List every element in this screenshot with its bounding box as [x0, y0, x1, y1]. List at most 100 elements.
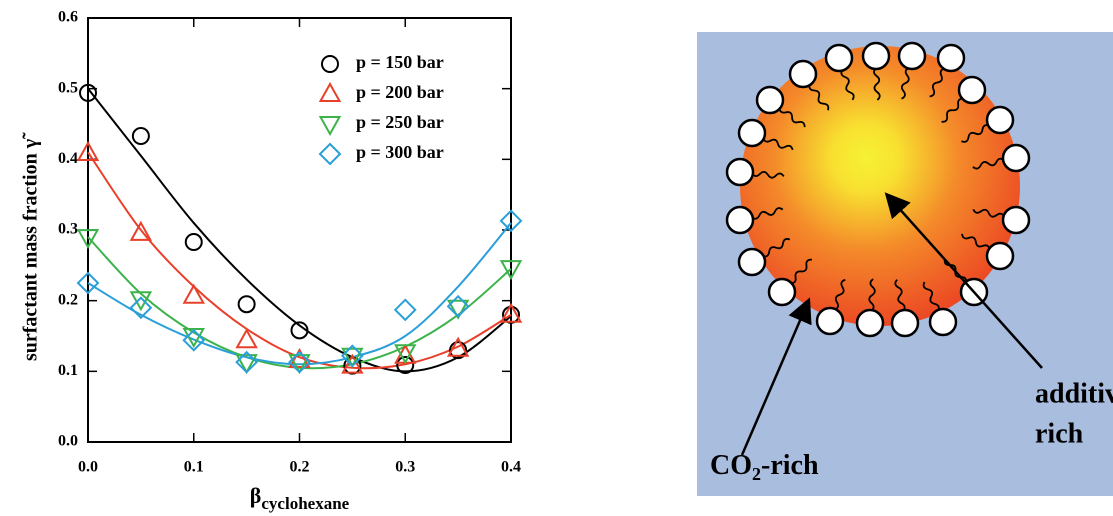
- head: [824, 43, 854, 73]
- head: [737, 247, 767, 277]
- head: [861, 41, 891, 71]
- data-point: [393, 298, 417, 322]
- tail: [762, 137, 794, 151]
- data-point: [340, 344, 364, 368]
- legend-marker: [318, 116, 342, 137]
- x-tick-label: 0.2: [290, 459, 310, 476]
- head: [737, 118, 767, 148]
- tail: [751, 207, 784, 220]
- tail: [833, 278, 846, 311]
- tail: [900, 66, 910, 100]
- y-tick-label: 0.5: [58, 79, 78, 96]
- head: [725, 205, 755, 235]
- tail: [941, 97, 964, 123]
- head: [815, 306, 845, 336]
- head: [855, 308, 885, 338]
- data-point: [499, 209, 523, 233]
- tail: [808, 83, 830, 111]
- head: [1001, 205, 1031, 235]
- chart: 0.0 0.1 0.2 0.3 0.4 0.0 0.1 0.2 0.3 0.4 0.5 0.6 surf…: [20, 9, 523, 513]
- data-point: [446, 299, 470, 320]
- data-point: [182, 283, 205, 304]
- tail: [972, 157, 1005, 170]
- data-point: [288, 347, 311, 369]
- arrow: [884, 192, 1043, 369]
- micelle-diagram: additive- rich CO2-rich: [697, 32, 1113, 496]
- head: [985, 105, 1015, 135]
- surfactant-heads: [725, 41, 1031, 338]
- tail: [922, 281, 940, 312]
- head: [1001, 143, 1031, 173]
- data-point: [288, 354, 311, 375]
- data-point: [129, 220, 153, 241]
- tail: [751, 171, 785, 179]
- data-point: [184, 233, 203, 252]
- data-point: [288, 350, 311, 374]
- head: [755, 85, 785, 115]
- legend-marker: [318, 81, 342, 102]
- legend-label: p = 300 bar: [356, 142, 444, 162]
- data-point: [235, 350, 259, 374]
- tail: [961, 124, 990, 143]
- data-point: [131, 127, 150, 146]
- data-point: [341, 347, 364, 368]
- data-point: [76, 271, 100, 295]
- data-point: [396, 355, 415, 374]
- data-point: [129, 291, 153, 312]
- y-axis-label: surfactant mass fraction γ̃: [20, 132, 42, 361]
- micelle-core: [740, 46, 1020, 326]
- data-point: [446, 294, 470, 318]
- fit-curve: [87, 88, 512, 373]
- head: [985, 241, 1015, 271]
- legend-marker: [321, 55, 339, 73]
- data-point: [76, 229, 100, 250]
- head: [897, 41, 927, 71]
- data-point: [79, 83, 97, 102]
- y-tick-label: 0.6: [58, 9, 78, 26]
- arrow: [740, 297, 812, 456]
- head: [936, 43, 966, 73]
- data-point: [129, 296, 153, 320]
- head: [890, 308, 920, 338]
- data-point: [499, 302, 523, 323]
- data-point: [394, 344, 417, 365]
- surfactant-tails: [751, 66, 1006, 312]
- tail: [873, 67, 881, 101]
- tail: [790, 258, 812, 285]
- head: [957, 75, 987, 105]
- label: additive-: [1035, 378, 1113, 409]
- x-tick-label: 0.1: [184, 459, 204, 476]
- x-tick-label: 0.4: [501, 459, 521, 476]
- head: [788, 59, 818, 89]
- tail: [840, 68, 855, 101]
- legend-label: p = 200 bar: [356, 82, 444, 102]
- head: [928, 307, 958, 337]
- fit-curve: [87, 151, 512, 370]
- tail: [894, 279, 906, 312]
- data-point: [290, 321, 309, 340]
- data-point: [235, 354, 258, 375]
- x-tick-label: 0.0: [78, 459, 98, 476]
- y-tick-label: 0.4: [58, 150, 78, 167]
- legend-marker: [318, 142, 342, 166]
- data-point: [182, 328, 206, 352]
- data-point: [449, 341, 468, 360]
- y-tick-label: 0.0: [58, 433, 78, 450]
- tail: [778, 107, 806, 128]
- tail: [868, 278, 876, 312]
- data-point: [341, 353, 364, 374]
- x-axis-label: βcyclohexane: [250, 483, 350, 513]
- legend-label: p = 150 bar: [356, 52, 444, 72]
- y-tick-label: 0.2: [58, 291, 78, 308]
- y-tick-label: 0.1: [58, 362, 78, 379]
- tail: [972, 208, 1006, 218]
- tail: [929, 67, 946, 98]
- y-tick-label: 0.3: [58, 221, 78, 238]
- data-point: [237, 295, 256, 314]
- data-point: [499, 260, 523, 281]
- label: rich: [1035, 418, 1084, 449]
- head: [725, 157, 755, 187]
- legend-label: p = 250 bar: [356, 112, 444, 132]
- data-point: [235, 328, 258, 349]
